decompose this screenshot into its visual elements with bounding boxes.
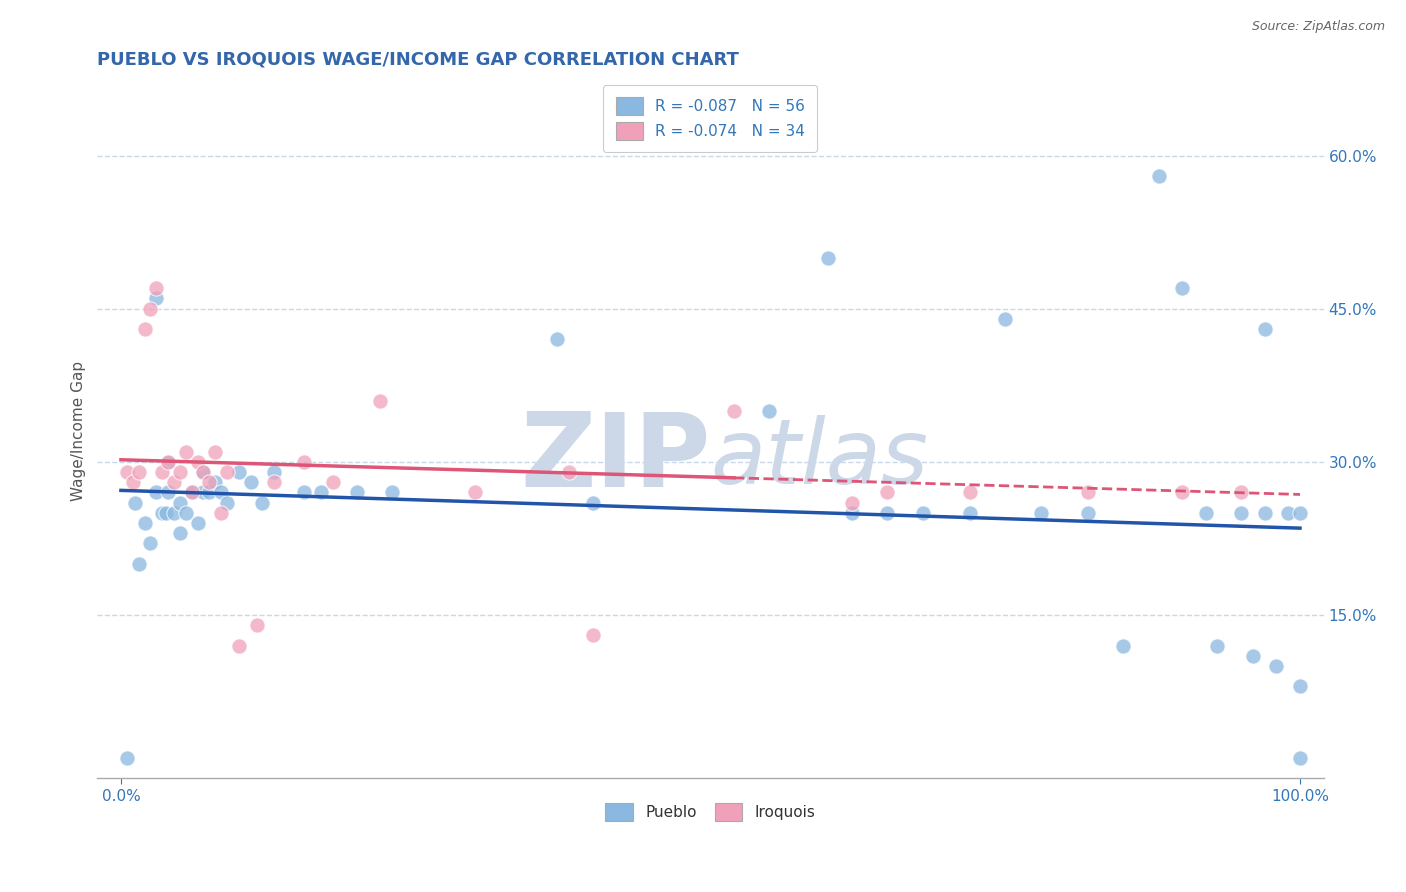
Point <box>245 618 267 632</box>
Point <box>1289 679 1312 693</box>
Point <box>1230 506 1253 520</box>
Point <box>370 393 392 408</box>
Point <box>134 322 156 336</box>
Point <box>723 403 745 417</box>
Point <box>169 465 191 479</box>
Point <box>169 526 191 541</box>
Point <box>1077 485 1099 500</box>
Point <box>121 475 143 490</box>
Point <box>157 455 180 469</box>
Point <box>239 475 262 490</box>
Point <box>464 485 486 500</box>
Point <box>193 465 215 479</box>
Point <box>1029 506 1052 520</box>
Point <box>209 506 232 520</box>
Point <box>115 465 138 479</box>
Point <box>959 506 981 520</box>
Point <box>1265 659 1288 673</box>
Point <box>204 475 226 490</box>
Point <box>145 281 167 295</box>
Point <box>994 312 1017 326</box>
Point <box>1077 506 1099 520</box>
Point <box>546 332 568 346</box>
Point <box>758 403 780 417</box>
Text: ZIP: ZIP <box>520 409 710 509</box>
Point <box>959 485 981 500</box>
Point <box>145 485 167 500</box>
Point <box>139 536 162 550</box>
Text: atlas: atlas <box>710 415 928 503</box>
Point <box>187 455 209 469</box>
Point <box>1171 281 1194 295</box>
Point <box>381 485 404 500</box>
Point <box>187 516 209 530</box>
Point <box>841 506 863 520</box>
Point <box>174 506 197 520</box>
Point <box>252 495 274 509</box>
Point <box>1112 639 1135 653</box>
Point <box>1241 648 1264 663</box>
Point <box>1230 485 1253 500</box>
Point <box>263 465 285 479</box>
Text: Source: ZipAtlas.com: Source: ZipAtlas.com <box>1251 20 1385 33</box>
Point <box>263 475 285 490</box>
Point <box>1289 506 1312 520</box>
Point <box>581 495 603 509</box>
Point <box>292 455 315 469</box>
Point <box>1195 506 1218 520</box>
Legend: Pueblo, Iroquois: Pueblo, Iroquois <box>593 791 828 833</box>
Point <box>198 475 221 490</box>
Point <box>198 485 221 500</box>
Point <box>1253 322 1275 336</box>
Point <box>1171 485 1194 500</box>
Point <box>128 465 150 479</box>
Point <box>163 506 186 520</box>
Point <box>193 485 215 500</box>
Point <box>228 465 250 479</box>
Point <box>876 485 898 500</box>
Point <box>155 506 177 520</box>
Point <box>1277 506 1299 520</box>
Point <box>1253 506 1275 520</box>
Point <box>163 475 186 490</box>
Point <box>193 465 215 479</box>
Point <box>115 751 138 765</box>
Point <box>150 506 173 520</box>
Point <box>346 485 368 500</box>
Point <box>157 485 180 500</box>
Point <box>228 639 250 653</box>
Point <box>876 506 898 520</box>
Point <box>180 485 202 500</box>
Point <box>215 495 238 509</box>
Point <box>204 444 226 458</box>
Point <box>581 628 603 642</box>
Y-axis label: Wage/Income Gap: Wage/Income Gap <box>72 361 86 501</box>
Point <box>1289 751 1312 765</box>
Point <box>841 495 863 509</box>
Point <box>180 485 202 500</box>
Text: PUEBLO VS IROQUOIS WAGE/INCOME GAP CORRELATION CHART: PUEBLO VS IROQUOIS WAGE/INCOME GAP CORRE… <box>97 51 740 69</box>
Point <box>174 444 197 458</box>
Point <box>215 465 238 479</box>
Point <box>322 475 344 490</box>
Point <box>1206 639 1229 653</box>
Point <box>134 516 156 530</box>
Point <box>128 557 150 571</box>
Point <box>817 251 839 265</box>
Point <box>911 506 934 520</box>
Point <box>145 292 167 306</box>
Point <box>169 495 191 509</box>
Point <box>558 465 581 479</box>
Point <box>292 485 315 500</box>
Point <box>157 455 180 469</box>
Point <box>139 301 162 316</box>
Point <box>209 485 232 500</box>
Point <box>311 485 333 500</box>
Point <box>124 495 146 509</box>
Point <box>1147 169 1170 183</box>
Point <box>150 465 173 479</box>
